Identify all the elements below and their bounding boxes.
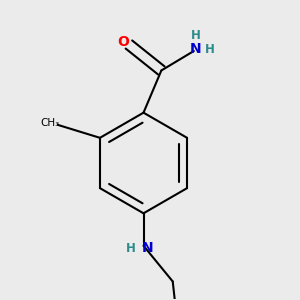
Text: H: H [205,43,214,56]
Text: CH₃: CH₃ [40,118,59,128]
Text: H: H [126,242,136,255]
Text: O: O [117,35,129,49]
Text: H: H [190,29,200,42]
Text: N: N [190,42,201,56]
Text: N: N [142,241,153,255]
